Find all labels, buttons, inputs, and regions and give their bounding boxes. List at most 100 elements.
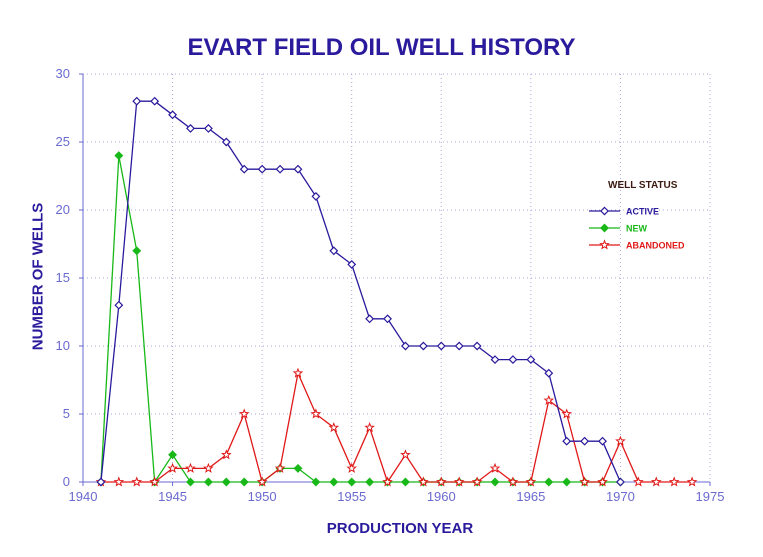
data-point-active: [544, 368, 554, 378]
x-tick-label: 1965: [516, 489, 545, 504]
data-point-abandoned: [525, 476, 537, 487]
data-point-abandoned: [650, 476, 662, 487]
x-tick-label: 1955: [337, 489, 366, 504]
data-point-active: [168, 110, 178, 120]
data-point-abandoned: [507, 476, 519, 487]
data-point-new: [329, 477, 339, 487]
data-point-active: [203, 123, 213, 133]
series-line-abandoned: [100, 371, 693, 484]
data-point-abandoned: [203, 462, 214, 473]
data-point-abandoned: [418, 476, 429, 487]
data-point-abandoned: [615, 435, 626, 446]
data-point-abandoned: [167, 462, 178, 473]
data-point-abandoned: [561, 408, 572, 419]
data-point-new: [293, 463, 303, 473]
data-point-new: [221, 477, 231, 487]
data-point-active: [347, 259, 357, 269]
legend-marker-abandoned: [599, 239, 610, 250]
data-point-abandoned: [238, 408, 250, 419]
data-point-active: [311, 191, 321, 201]
data-point-active: [132, 96, 142, 106]
x-tick-label: 1960: [427, 489, 456, 504]
data-point-new: [347, 477, 357, 487]
x-tick-label: 1950: [248, 489, 277, 504]
series-new: [96, 151, 625, 487]
data-point-abandoned: [149, 476, 160, 487]
data-point-active: [329, 246, 339, 256]
x-tick-label: 1940: [69, 489, 98, 504]
data-point-active: [365, 314, 375, 324]
chart-title: EVART FIELD OIL WELL HISTORY: [187, 34, 576, 61]
data-point-active: [401, 341, 410, 351]
data-point-active: [508, 355, 518, 365]
data-point-abandoned: [543, 394, 555, 405]
data-point-active: [239, 164, 249, 174]
data-point-active: [383, 314, 392, 324]
y-tick-label: 25: [56, 134, 70, 149]
data-point-abandoned: [274, 462, 286, 473]
legend-label-active: ACTIVE: [626, 207, 659, 217]
data-point-active: [293, 164, 303, 174]
data-point-new: [203, 477, 213, 487]
data-point-abandoned: [221, 449, 232, 460]
series-active: [96, 96, 625, 487]
legend-marker-active: [600, 206, 609, 216]
data-point-new: [186, 477, 195, 487]
data-point-active: [275, 164, 285, 174]
data-point-new: [365, 477, 375, 487]
data-point-abandoned: [113, 476, 125, 487]
y-tick-label: 5: [63, 406, 70, 421]
data-point-abandoned: [256, 476, 268, 487]
series-line-new: [100, 155, 621, 484]
data-point-abandoned: [579, 476, 590, 487]
data-point-abandoned: [382, 476, 393, 487]
data-point-abandoned: [328, 422, 340, 433]
data-point-new: [168, 450, 178, 460]
data-point-abandoned: [185, 462, 196, 473]
data-point-abandoned: [346, 462, 358, 473]
data-point-active: [562, 436, 572, 446]
data-point-abandoned: [686, 476, 698, 487]
y-tick-label: 30: [56, 66, 70, 81]
data-point-new: [311, 477, 321, 487]
y-tick-label: 0: [63, 474, 70, 489]
data-point-active: [580, 436, 590, 446]
series-layer: [95, 96, 698, 487]
data-point-abandoned: [668, 476, 680, 487]
y-tick-label: 20: [56, 202, 70, 217]
data-point-abandoned: [364, 422, 375, 433]
data-point-active: [615, 477, 625, 487]
data-point-active: [221, 137, 231, 147]
data-point-new: [490, 477, 500, 487]
legend-label-new: NEW: [626, 224, 648, 234]
series-abandoned: [95, 367, 698, 487]
data-point-new: [401, 477, 410, 487]
data-point-abandoned: [597, 476, 608, 487]
series-line-active: [100, 100, 622, 483]
data-point-active: [526, 355, 536, 365]
data-point-abandoned: [400, 449, 411, 460]
data-point-abandoned: [489, 462, 501, 473]
data-point-active: [186, 123, 195, 133]
legend-marker-new: [600, 223, 609, 233]
data-point-active: [150, 96, 160, 106]
grid: [82, 73, 711, 483]
data-point-abandoned: [131, 476, 143, 487]
y-tick-label: 15: [56, 270, 70, 285]
data-point-abandoned: [435, 476, 447, 487]
data-point-abandoned: [292, 367, 304, 378]
x-tick-label: 1975: [696, 489, 725, 504]
data-point-new: [132, 246, 142, 256]
data-point-abandoned: [310, 408, 322, 419]
x-axis-label: PRODUCTION YEAR: [326, 520, 474, 537]
x-tick-label: 1970: [606, 489, 635, 504]
data-point-new: [544, 477, 554, 487]
data-point-active: [96, 477, 106, 487]
legend: WELL STATUS ACTIVE NEW ABANDONED: [589, 180, 685, 251]
data-point-active: [257, 164, 267, 174]
data-point-abandoned: [453, 476, 465, 487]
data-point-active: [490, 355, 500, 365]
data-point-new: [562, 477, 572, 487]
data-point-active: [114, 300, 124, 310]
